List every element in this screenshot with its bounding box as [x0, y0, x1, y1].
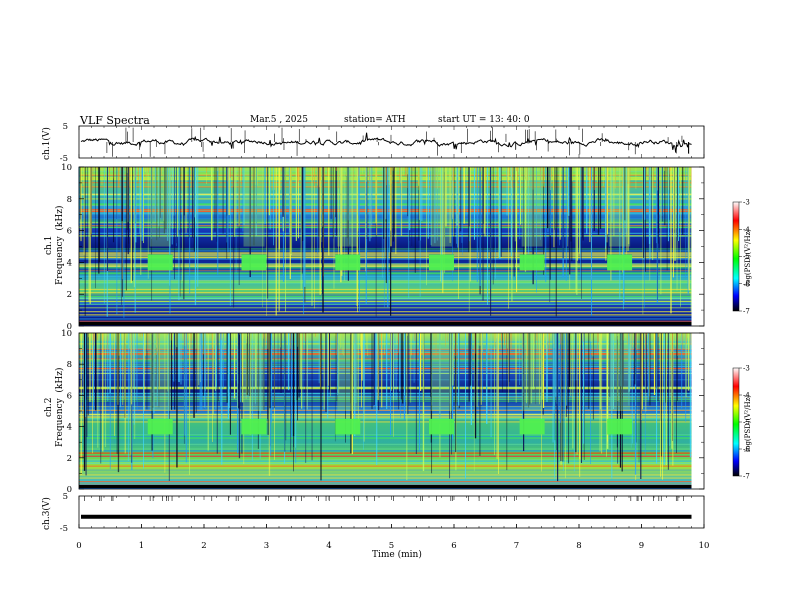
colorbar	[732, 201, 740, 312]
burst-column	[337, 333, 359, 411]
x-tick-label: 4	[326, 541, 331, 551]
ch2-spectrogram-panel: 0 2 4 6 8 10	[61, 329, 705, 495]
x-tick-label: 8	[576, 541, 581, 551]
x-tick-label: 9	[639, 541, 644, 551]
burst-block	[519, 254, 545, 271]
burst-block	[335, 254, 361, 271]
burst-column	[149, 333, 171, 411]
burst-column	[337, 167, 359, 247]
y-tick-label: 10	[61, 329, 72, 339]
colorbar-tick-label: -4	[743, 392, 750, 400]
y-tick-label: 4	[67, 423, 72, 433]
colorbar-tick-label: -3	[743, 365, 750, 373]
burst-column	[521, 167, 543, 247]
spectrogram-baseline	[79, 485, 692, 488]
colorbar-tick-label: -7	[743, 473, 750, 481]
start-time-label: start UT = 13: 40: 0	[438, 115, 530, 125]
ch1-spectrogram-panel: 0 2 4 6 8 10	[61, 163, 705, 332]
colorbar-tick-label: -6	[743, 446, 750, 454]
spectrogram-blank	[691, 167, 704, 326]
station-label: station= ATH	[344, 115, 406, 125]
colorbar-tick-label: -6	[743, 280, 750, 288]
burst-block	[147, 418, 173, 435]
x-tick-label: 5	[389, 541, 394, 551]
burst-block	[241, 254, 267, 271]
y-tick-label: 2	[67, 454, 72, 464]
burst-block	[147, 254, 173, 271]
burst-column	[149, 167, 171, 247]
burst-column	[609, 333, 631, 411]
colorbar-tick-label: -7	[743, 308, 750, 316]
y-tick-label: 6	[67, 391, 72, 401]
burst-block	[607, 254, 633, 271]
y-tick-label: 8	[67, 195, 72, 205]
y-tick-label: 4	[67, 258, 72, 268]
panel-frame	[78, 495, 705, 529]
time-axis: 0 1 2 3 4 5 6 7 8 9 10	[76, 524, 709, 551]
colorbar-tick-label: -4	[743, 226, 750, 234]
spectrogram-baseline	[79, 322, 692, 325]
burst-column	[609, 167, 631, 247]
x-tick-label: 10	[699, 541, 710, 551]
y-tick-label: 8	[67, 360, 72, 370]
y-tick-label: -5	[60, 524, 68, 534]
y-tick-label: 10	[61, 163, 72, 173]
colorbar-tick-label: -5	[743, 419, 750, 427]
y-tick-label: 0	[67, 322, 72, 332]
colorbars: -3 -4 -5 -6 -7 -3 -4 -5 -6 -7	[732, 199, 750, 481]
ch3-waveform-panel: 5 -5	[60, 492, 705, 534]
ch1-waveform-panel: 5 -5	[60, 122, 705, 164]
colorbar	[732, 367, 740, 477]
burst-column	[431, 333, 452, 411]
colorbar-tick-label: -3	[743, 199, 750, 207]
ch1-trace	[80, 132, 692, 153]
burst-block	[241, 418, 267, 435]
y-tick-label: 5	[63, 122, 68, 132]
y-tick-label: 0	[67, 485, 72, 495]
y-tick-label: 2	[67, 290, 72, 300]
burst-block	[429, 254, 454, 271]
x-tick-label: 7	[514, 541, 519, 551]
burst-block	[335, 418, 361, 435]
date-label: Mar.5 , 2025	[250, 115, 308, 125]
x-tick-label: 6	[451, 541, 456, 551]
chart-title: VLF Spectra	[80, 114, 150, 127]
burst-block	[519, 418, 545, 435]
burst-column	[243, 167, 265, 247]
colorbar-tick-label: -5	[743, 253, 750, 261]
burst-column	[521, 333, 543, 411]
y-tick-label: 5	[63, 492, 68, 502]
y-tick-label: 6	[67, 227, 72, 237]
burst-column	[431, 167, 452, 247]
burst-block	[429, 418, 454, 435]
spectrogram-blank	[691, 333, 704, 489]
x-tick-label: 0	[76, 541, 81, 551]
y-tick-label: -5	[60, 154, 68, 164]
burst-column	[243, 333, 265, 411]
x-tick-label: 2	[201, 541, 206, 551]
x-axis-label: Time (min)	[372, 550, 422, 560]
burst-block	[607, 418, 633, 435]
x-tick-label: 1	[139, 541, 144, 551]
x-tick-label: 3	[264, 541, 269, 551]
